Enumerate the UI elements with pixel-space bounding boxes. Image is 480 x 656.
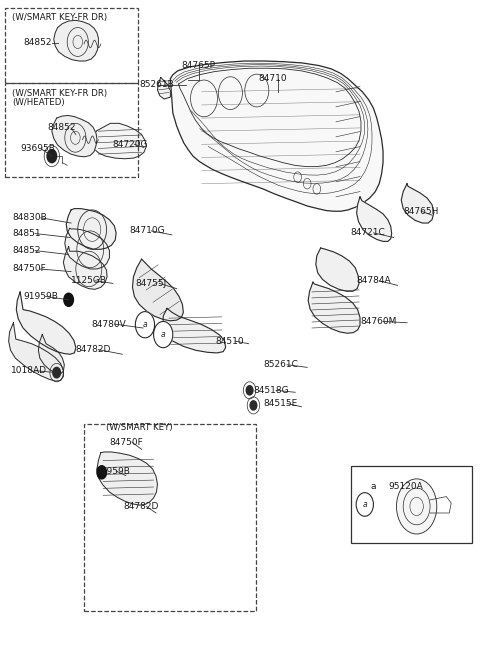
Text: 84782D: 84782D bbox=[124, 502, 159, 511]
Text: 84782D: 84782D bbox=[76, 345, 111, 354]
Text: 91959B: 91959B bbox=[95, 466, 130, 476]
Text: 84852: 84852 bbox=[23, 38, 51, 47]
Text: 84710G: 84710G bbox=[130, 226, 165, 236]
Polygon shape bbox=[401, 184, 434, 223]
Text: (W/HEATED): (W/HEATED) bbox=[12, 98, 65, 108]
Text: (W/SMART KEY-FR DR): (W/SMART KEY-FR DR) bbox=[12, 13, 107, 22]
Circle shape bbox=[135, 312, 155, 338]
Polygon shape bbox=[16, 292, 76, 354]
Circle shape bbox=[53, 367, 60, 378]
Text: a: a bbox=[143, 320, 147, 329]
Polygon shape bbox=[92, 123, 146, 159]
Text: 84720G: 84720G bbox=[113, 140, 148, 149]
Polygon shape bbox=[163, 308, 226, 353]
Text: 84852: 84852 bbox=[12, 246, 40, 255]
Text: 84780V: 84780V bbox=[91, 319, 126, 329]
Text: 85261B: 85261B bbox=[139, 80, 174, 89]
Polygon shape bbox=[9, 323, 63, 381]
Circle shape bbox=[64, 293, 73, 306]
Text: 84750F: 84750F bbox=[12, 264, 46, 274]
Polygon shape bbox=[170, 61, 383, 211]
Polygon shape bbox=[63, 247, 107, 289]
Text: 93695B: 93695B bbox=[20, 144, 55, 154]
Text: a: a bbox=[362, 500, 367, 509]
Text: a: a bbox=[371, 482, 376, 491]
Bar bbox=[5, 8, 138, 83]
Text: 84830B: 84830B bbox=[12, 213, 47, 222]
Bar bbox=[84, 424, 256, 611]
Text: 85261C: 85261C bbox=[263, 360, 298, 369]
Bar bbox=[5, 83, 138, 177]
Circle shape bbox=[356, 493, 373, 516]
Circle shape bbox=[246, 386, 253, 395]
Polygon shape bbox=[97, 452, 157, 505]
Circle shape bbox=[250, 401, 257, 410]
Text: 84851: 84851 bbox=[12, 229, 41, 238]
Polygon shape bbox=[52, 115, 97, 157]
Text: 84784A: 84784A bbox=[356, 276, 391, 285]
Text: 84515E: 84515E bbox=[263, 399, 297, 408]
Text: 91959B: 91959B bbox=[23, 292, 58, 301]
Text: a: a bbox=[161, 330, 166, 339]
Text: 84750F: 84750F bbox=[109, 438, 143, 447]
Polygon shape bbox=[357, 197, 392, 241]
Polygon shape bbox=[38, 335, 64, 374]
Polygon shape bbox=[54, 20, 98, 61]
Circle shape bbox=[97, 466, 107, 479]
Text: 84510: 84510 bbox=[215, 337, 244, 346]
Circle shape bbox=[47, 150, 57, 163]
Text: (W/SMART KEY-FR DR): (W/SMART KEY-FR DR) bbox=[12, 89, 107, 98]
Text: 1125GB: 1125GB bbox=[71, 276, 107, 285]
Text: 84760M: 84760M bbox=[360, 317, 396, 326]
Polygon shape bbox=[308, 282, 360, 333]
Text: 84518G: 84518G bbox=[253, 386, 289, 395]
Polygon shape bbox=[132, 259, 183, 321]
Text: 95120A: 95120A bbox=[389, 482, 423, 491]
Circle shape bbox=[396, 479, 437, 534]
Polygon shape bbox=[157, 77, 170, 99]
Polygon shape bbox=[316, 248, 359, 291]
Text: 84710: 84710 bbox=[258, 73, 287, 83]
Text: 84852: 84852 bbox=[47, 123, 75, 133]
Text: 1018AD: 1018AD bbox=[11, 366, 47, 375]
Polygon shape bbox=[65, 228, 109, 269]
Text: 84765H: 84765H bbox=[403, 207, 439, 216]
Polygon shape bbox=[66, 209, 116, 249]
Text: (W/SMART KEY): (W/SMART KEY) bbox=[106, 423, 172, 432]
Text: 84765P: 84765P bbox=[181, 61, 216, 70]
Text: 84721C: 84721C bbox=[350, 228, 385, 237]
Bar bbox=[351, 466, 472, 543]
Text: 84755J: 84755J bbox=[135, 279, 167, 288]
Circle shape bbox=[154, 321, 173, 348]
